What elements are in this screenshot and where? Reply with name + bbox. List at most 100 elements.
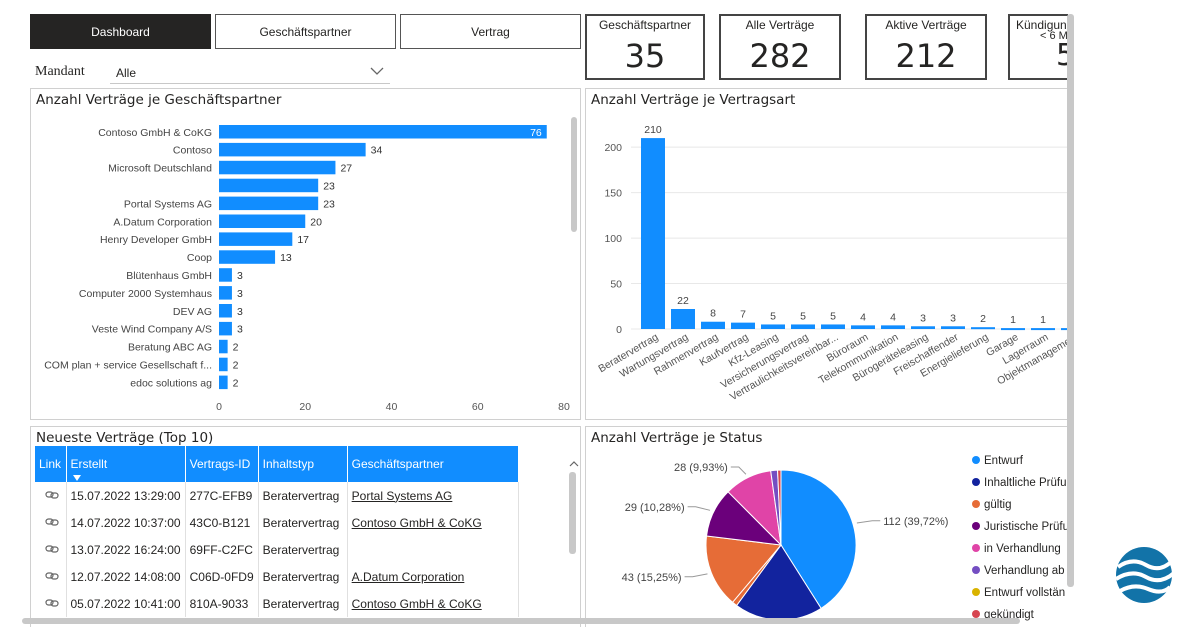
legend-label: Verhandlung ab bbox=[984, 565, 1065, 577]
data-label: 2 bbox=[233, 359, 239, 371]
kpi-card-active-contracts: Aktive Verträge 212 bbox=[865, 14, 987, 80]
data-label: 20 bbox=[310, 216, 322, 228]
kpi-value: 282 bbox=[749, 37, 811, 75]
bar bbox=[881, 325, 905, 329]
data-label: 8 bbox=[710, 308, 716, 320]
link-icon[interactable] bbox=[45, 490, 59, 500]
created-cell: 13.07.2022 16:24:00 bbox=[66, 536, 186, 563]
data-label: 2 bbox=[980, 313, 986, 325]
chevron-down-icon bbox=[370, 66, 384, 79]
contract-id-cell: 277C-EFB9 bbox=[185, 482, 259, 509]
row-link-cell[interactable] bbox=[35, 509, 67, 536]
leader-line bbox=[687, 506, 711, 511]
column-header-link[interactable]: Link bbox=[35, 446, 67, 482]
legend-item[interactable]: Verhandlung ab bbox=[972, 565, 1065, 577]
legend-dot-icon bbox=[972, 456, 980, 464]
legend-item[interactable]: Juristische Prüfu bbox=[972, 521, 1068, 533]
column-header-content-type[interactable]: Inhaltstyp bbox=[258, 446, 348, 482]
slice-label: 28 (9,93%) bbox=[674, 462, 728, 474]
link-icon[interactable] bbox=[45, 517, 59, 527]
bar bbox=[219, 339, 228, 354]
table-row: 14.07.2022 10:37:00 43C0-B121 Beraterver… bbox=[35, 509, 519, 536]
kpi-card-cancellations: Kündigun < 6 M 5 bbox=[1008, 14, 1068, 80]
data-label: 3 bbox=[237, 270, 243, 282]
legend-dot-icon bbox=[972, 610, 980, 618]
row-link-cell[interactable] bbox=[35, 563, 67, 590]
bar bbox=[821, 324, 845, 329]
bar bbox=[219, 214, 306, 228]
column-header-created[interactable]: Erstellt bbox=[66, 446, 186, 482]
table-row: 05.07.2022 10:41:00 810A-9033 Beraterver… bbox=[35, 590, 519, 617]
scroll-up-icon[interactable] bbox=[569, 454, 579, 472]
contract-id-cell: 43C0-B121 bbox=[185, 509, 259, 536]
created-cell: 12.07.2022 14:08:00 bbox=[66, 563, 186, 590]
kpi-sublabel: < 6 M bbox=[1040, 30, 1068, 42]
partner-link-cell[interactable]: A.Datum Corporation bbox=[347, 563, 519, 590]
dashboard-nav-button[interactable]: Dashboard bbox=[30, 14, 211, 49]
link-icon[interactable] bbox=[45, 598, 59, 608]
type-chart-panel: Anzahl Verträge je Vertragsart 0 50 100 150… bbox=[585, 88, 1068, 420]
bar bbox=[219, 321, 232, 336]
legend-item[interactable]: Entwurf vollstän bbox=[972, 587, 1065, 599]
bar bbox=[1001, 328, 1025, 331]
partner-chart-panel: Anzahl Verträge je Geschäftspartner Cont… bbox=[30, 88, 581, 420]
partner-link-cell[interactable]: Contoso GmbH & CoKG bbox=[347, 509, 519, 536]
data-label: 23 bbox=[323, 198, 335, 210]
legend-label: Entwurf vollstän bbox=[984, 587, 1066, 599]
status-pie-chart: 112 (39,72%) 43 (15,25%) 29 (10,28%) 28 (9,… bbox=[622, 462, 948, 621]
kpi-value: 5 bbox=[1010, 38, 1068, 73]
category-label: Microsoft Deutschland bbox=[108, 163, 212, 175]
bar bbox=[701, 321, 725, 329]
x-tick-label: 60 bbox=[472, 401, 484, 413]
kpi-value: 212 bbox=[895, 37, 957, 75]
partner-link-cell[interactable] bbox=[347, 536, 519, 563]
bar bbox=[219, 178, 319, 193]
column-header-partner[interactable]: Geschäftspartner bbox=[347, 446, 519, 482]
content-type-cell: Beratervertrag bbox=[258, 563, 348, 590]
latest-contracts-table: Link Erstellt Vertrags-ID Inhaltstyp Ges… bbox=[35, 446, 519, 617]
created-cell: 05.07.2022 10:41:00 bbox=[66, 590, 186, 617]
column-header-contract-id[interactable]: Vertrags-ID bbox=[185, 446, 259, 482]
legend-dot-icon bbox=[972, 478, 980, 486]
x-tick-label: 40 bbox=[386, 401, 398, 413]
partner-link-cell[interactable]: Portal Systems AG bbox=[347, 482, 519, 509]
partner-nav-button[interactable]: Geschäftspartner bbox=[215, 14, 396, 49]
bar bbox=[641, 138, 665, 329]
y-tick-label: 100 bbox=[604, 233, 622, 245]
legend-item[interactable]: in Verhandlung bbox=[972, 543, 1061, 555]
vertical-scrollbar[interactable] bbox=[571, 117, 577, 232]
page-vertical-scrollbar[interactable] bbox=[1067, 14, 1074, 587]
table-vertical-scrollbar[interactable] bbox=[569, 472, 576, 554]
category-label: Contoso bbox=[173, 145, 212, 157]
x-tick-label: 20 bbox=[299, 401, 311, 413]
legend-item[interactable]: Entwurf bbox=[972, 455, 1023, 467]
data-label: 34 bbox=[371, 145, 383, 157]
data-label: 7 bbox=[740, 309, 746, 321]
legend-item[interactable]: Inhaltliche Prüfu bbox=[972, 477, 1066, 489]
panel-title: Anzahl Verträge je Vertragsart bbox=[591, 92, 796, 108]
category-label: edoc solutions ag bbox=[130, 377, 212, 389]
leader-line bbox=[684, 573, 708, 578]
mandant-dropdown[interactable]: Alle bbox=[110, 62, 390, 84]
data-label: 4 bbox=[890, 311, 896, 323]
x-tick-label: 0 bbox=[216, 401, 222, 413]
category-label: Portal Systems AG bbox=[124, 198, 212, 210]
partner-link-cell[interactable]: Contoso GmbH & CoKG bbox=[347, 590, 519, 617]
category-label: Contoso GmbH & CoKG bbox=[98, 127, 212, 139]
page-horizontal-scrollbar[interactable] bbox=[22, 618, 1020, 624]
bar bbox=[219, 304, 232, 318]
legend-item[interactable]: gültig bbox=[972, 499, 1012, 511]
x-tick-label: 80 bbox=[558, 401, 570, 413]
legend-label: in Verhandlung bbox=[984, 543, 1061, 555]
row-link-cell[interactable] bbox=[35, 536, 67, 563]
contract-nav-button[interactable]: Vertrag bbox=[400, 14, 581, 49]
link-icon[interactable] bbox=[45, 571, 59, 581]
kpi-card-partners: Geschäftspartner 35 bbox=[585, 14, 705, 80]
row-link-cell[interactable] bbox=[35, 590, 67, 617]
row-link-cell[interactable] bbox=[35, 482, 67, 509]
link-icon[interactable] bbox=[45, 544, 59, 554]
bar bbox=[1031, 328, 1055, 331]
leader-line bbox=[730, 466, 747, 475]
legend-dot-icon bbox=[972, 566, 980, 574]
data-label: 3 bbox=[237, 288, 243, 300]
